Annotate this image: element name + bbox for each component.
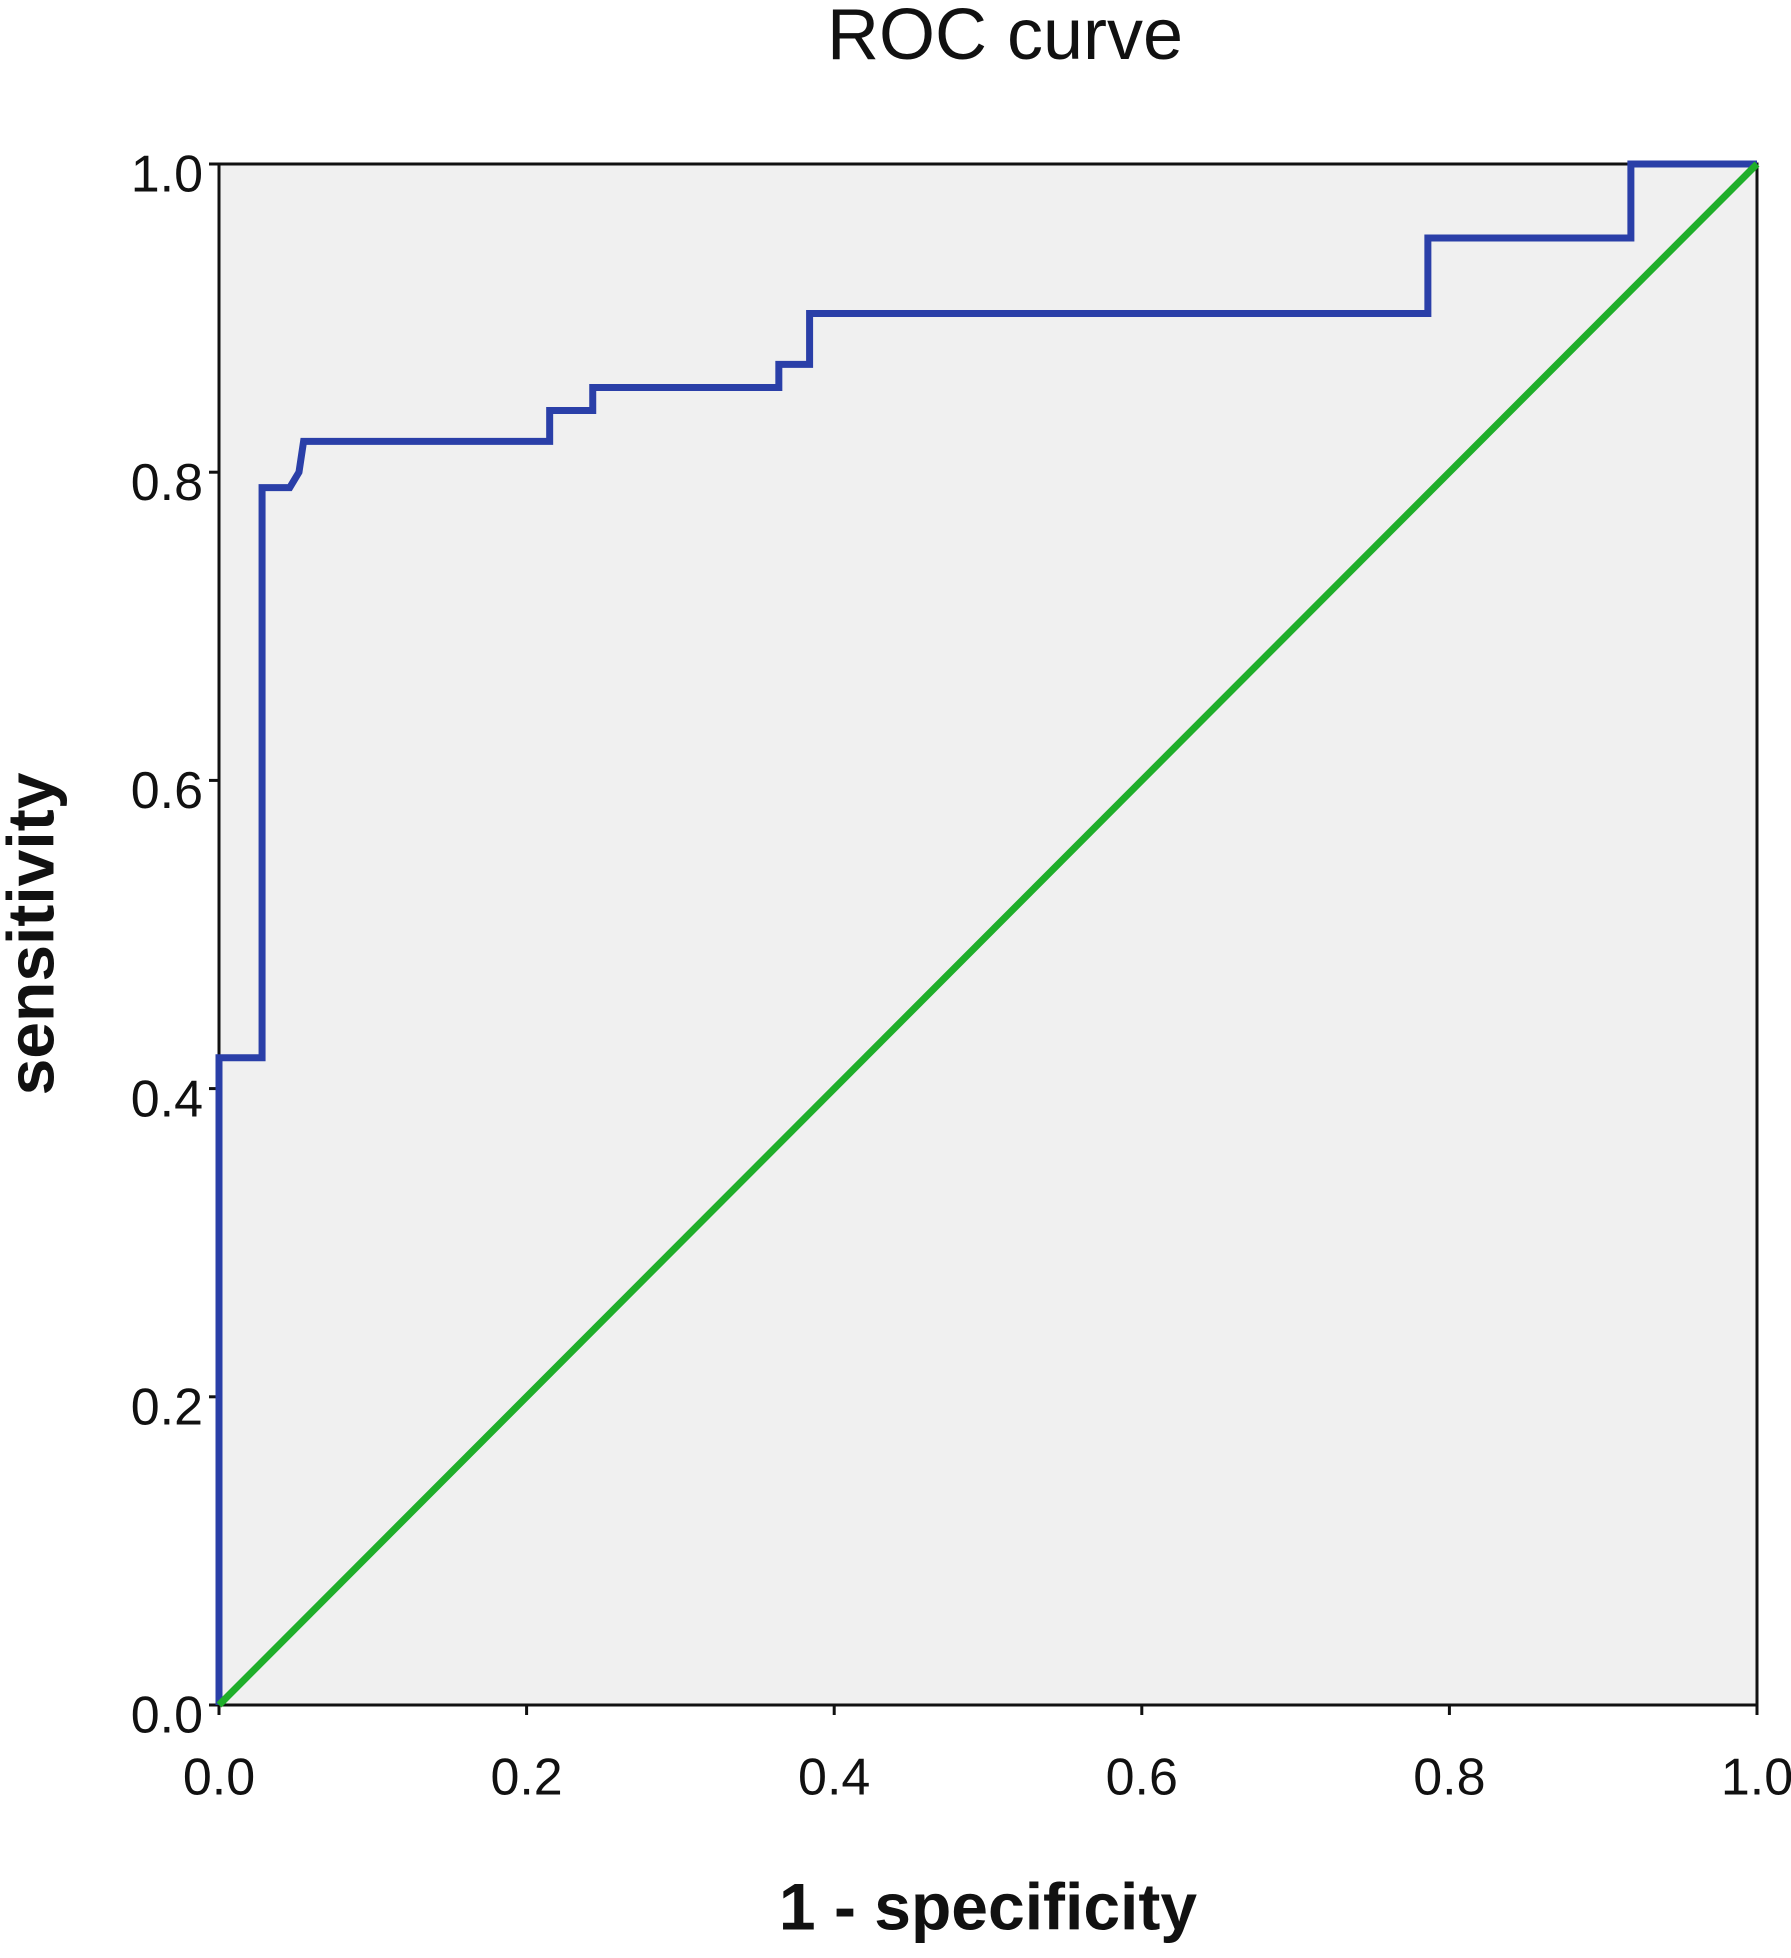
x-tick-label: 1.0 [1721,1749,1791,1807]
y-tick-label: 1.0 [131,146,203,204]
y-tick-label: 0.4 [131,1070,203,1128]
y-tick-label: 0.8 [131,454,203,512]
y-tick-label: 0.2 [131,1379,203,1437]
roc-line [215,160,1757,1705]
y-tick-label: 0.6 [131,762,203,820]
roc-line [216,161,1760,1708]
x-tick-label: 0.6 [1106,1749,1178,1807]
x-tick-label: 0.0 [183,1749,255,1807]
y-tick-label: 0.0 [131,1687,203,1745]
x-tick-label: 0.4 [798,1749,870,1807]
x-tick-label: 0.2 [490,1749,562,1807]
x-axis-label: 1 - specificity [779,1869,1197,1943]
y-axis-label: sensitivity [0,772,67,1095]
chart-title: ROC curve [827,0,1183,75]
x-tick-label: 0.8 [1413,1749,1485,1807]
